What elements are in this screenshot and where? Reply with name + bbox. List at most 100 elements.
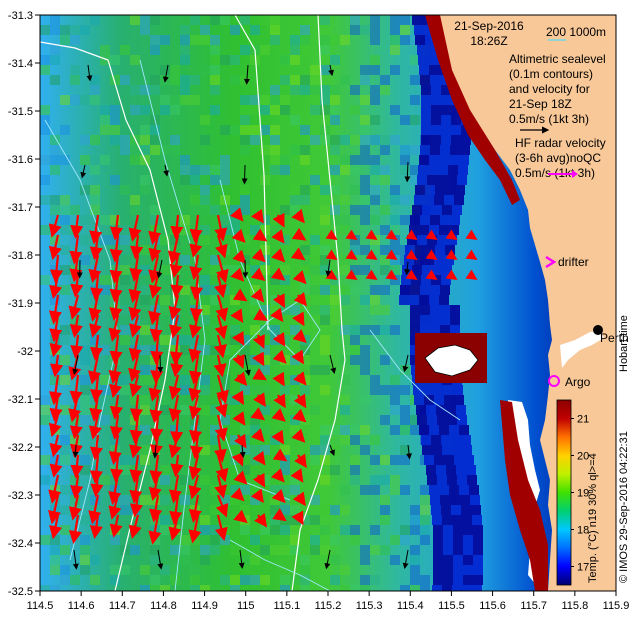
sst-pixel [240, 345, 250, 355]
sst-pixel [40, 225, 50, 235]
sst-pixel [429, 65, 439, 75]
sst-pixel [260, 405, 270, 415]
sst-pixel [370, 385, 380, 395]
sst-pixel [417, 415, 427, 425]
sst-pixel [441, 125, 451, 135]
sst-pixel [350, 15, 360, 25]
sst-pixel [210, 345, 220, 355]
sst-pixel [433, 555, 443, 565]
sst-pixel [120, 245, 130, 255]
sst-pixel [300, 325, 310, 335]
sst-pixel [130, 195, 140, 205]
sst-pixel [120, 495, 130, 505]
x-tick-label: 115.8 [561, 600, 588, 612]
sst-pixel [422, 445, 432, 455]
y-tick-label: -32.5 [8, 586, 33, 598]
sst-pixel [420, 495, 430, 505]
sst-pixel [464, 455, 474, 465]
sst-pixel [110, 535, 120, 545]
sst-pixel [414, 255, 424, 265]
sst-pixel [270, 85, 280, 95]
sst-pixel [330, 165, 340, 175]
sst-pixel [200, 65, 210, 75]
sst-pixel [390, 45, 400, 55]
hf-line-2: (3-6h avg)noQC [515, 151, 601, 165]
sst-pixel [180, 405, 190, 415]
sst-pixel [110, 105, 120, 115]
sst-pixel [418, 55, 428, 65]
sst-pixel [250, 225, 260, 235]
sst-pixel [170, 575, 180, 585]
sst-pixel [60, 575, 70, 585]
sst-pixel [350, 265, 360, 275]
sst-pixel [280, 155, 290, 165]
sst-pixel [170, 105, 180, 115]
sst-pixel [300, 565, 310, 575]
sst-pixel [80, 415, 90, 425]
sst-pixel [420, 515, 430, 525]
sst-pixel [210, 265, 220, 275]
sst-pixel [442, 515, 452, 525]
sst-pixel [150, 365, 160, 375]
sst-pixel [160, 35, 170, 45]
sst-pixel [120, 505, 130, 515]
sst-pixel [290, 185, 300, 195]
x-tick-label: 115.6 [479, 600, 506, 612]
sst-pixel [424, 195, 434, 205]
bathy-legend-text: 200 1000m [546, 25, 606, 39]
sst-pixel [330, 205, 340, 215]
sst-pixel [420, 305, 430, 315]
sst-pixel [432, 585, 442, 595]
sst-pixel [441, 95, 451, 105]
sst-pixel [200, 315, 210, 325]
sst-pixel [443, 555, 453, 565]
sst-pixel [380, 285, 390, 295]
sst-pixel [210, 15, 220, 25]
sst-pixel [60, 485, 70, 495]
sst-pixel [60, 195, 70, 205]
sst-pixel [330, 115, 340, 125]
sst-pixel [340, 525, 350, 535]
sst-pixel [190, 565, 200, 575]
sst-pixel [310, 445, 320, 455]
sst-pixel [390, 395, 400, 405]
sst-pixel [380, 385, 390, 395]
sst-pixel [50, 75, 60, 85]
sst-pixel [150, 75, 160, 85]
sst-pixel [471, 505, 481, 515]
sst-pixel [450, 305, 460, 315]
sst-pixel [210, 55, 220, 65]
sst-pixel [410, 525, 420, 535]
sst-pixel [220, 175, 230, 185]
sst-pixel [429, 485, 439, 495]
sst-pixel [290, 35, 300, 45]
sst-pixel [360, 185, 370, 195]
sst-pixel [310, 175, 320, 185]
sst-pixel [390, 245, 400, 255]
sst-pixel [320, 285, 330, 295]
sst-pixel [160, 295, 170, 305]
sst-pixel [430, 75, 440, 85]
sst-pixel [330, 315, 340, 325]
sst-pixel [220, 125, 230, 135]
sst-pixel [380, 475, 390, 485]
sst-pixel [120, 185, 130, 195]
hf-line-1: HF radar velocity [515, 136, 606, 150]
sst-pixel [443, 535, 453, 545]
sst-pixel [290, 85, 300, 95]
sst-pixel [400, 535, 410, 545]
sst-pixel [420, 535, 430, 545]
sst-pixel [180, 285, 190, 295]
sst-pixel [340, 295, 350, 305]
sst-pixel [120, 45, 130, 55]
sst-pixel [240, 425, 250, 435]
sst-pixel [210, 165, 220, 175]
sst-pixel [250, 265, 260, 275]
sst-pixel [130, 155, 140, 165]
sst-pixel [421, 125, 431, 135]
sst-pixel [370, 15, 380, 25]
sst-pixel [190, 195, 200, 205]
sst-pixel [160, 65, 170, 75]
sst-pixel [439, 295, 449, 305]
sst-pixel [390, 225, 400, 235]
